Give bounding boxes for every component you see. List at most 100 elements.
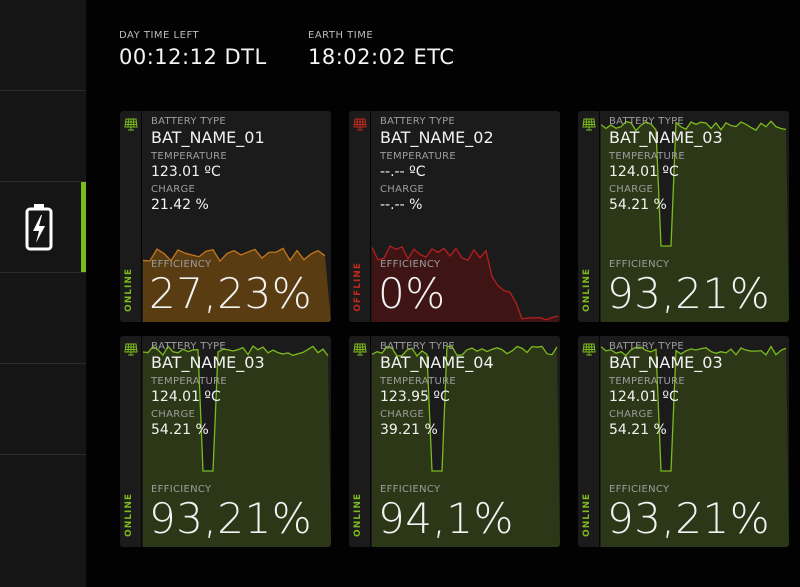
sidebar-item-5[interactable]	[0, 454, 86, 544]
efficiency-chart	[143, 345, 331, 547]
charge-label: CHARGE	[151, 184, 196, 195]
battery-name: BAT_NAME_03	[151, 353, 265, 372]
chart-line	[143, 345, 329, 472]
card-info: BATTERY TYPE BAT_NAME_03 TEMPERATURE 124…	[609, 341, 723, 442]
solar-panel-icon	[582, 343, 596, 356]
earth-time-label: EARTH TIME	[308, 30, 374, 41]
status-label: ONLINE	[582, 493, 592, 537]
card-info: BATTERY TYPE BAT_NAME_02 TEMPERATURE --.…	[380, 116, 494, 217]
temperature-value: 123.95 ºC	[380, 389, 450, 405]
status-strip: ONLINE	[578, 336, 600, 547]
status-strip: ONLINE	[120, 336, 142, 547]
chart-area	[601, 121, 789, 322]
status-label: ONLINE	[582, 268, 592, 312]
solar-panel-icon	[124, 343, 138, 356]
battery-name: BAT_NAME_03	[609, 128, 723, 147]
chart-area	[143, 346, 331, 547]
efficiency-chart	[372, 345, 560, 547]
card-info: BATTERY TYPE BAT_NAME_03 TEMPERATURE 124…	[609, 116, 723, 217]
battery-type-label: BATTERY TYPE	[609, 341, 685, 352]
charge-value: 39.21 %	[380, 422, 438, 438]
efficiency-label: EFFICIENCY	[609, 484, 670, 495]
chart-area	[372, 346, 560, 547]
sidebar-item-4[interactable]	[0, 363, 86, 453]
efficiency-value: 93,21%	[149, 494, 313, 543]
earth-time-value: 18:02:02 ETC	[308, 45, 455, 69]
temperature-label: TEMPERATURE	[380, 376, 457, 387]
solar-panel-icon	[124, 118, 138, 131]
earth-time-block: EARTH TIME 18:02:02 ETC	[308, 30, 455, 69]
sidebar	[0, 0, 86, 587]
chart-area	[372, 246, 560, 322]
day-time-label: DAY TIME LEFT	[119, 30, 200, 41]
efficiency-label: EFFICIENCY	[151, 484, 212, 495]
solar-panel-icon	[582, 118, 596, 131]
efficiency-chart	[601, 345, 789, 547]
status-strip: ONLINE	[578, 111, 600, 322]
sidebar-item-3[interactable]	[0, 272, 86, 362]
status-label: ONLINE	[353, 493, 363, 537]
card-info: BATTERY TYPE BAT_NAME_04 TEMPERATURE 123…	[380, 341, 494, 442]
efficiency-chart	[143, 247, 331, 322]
sidebar-item-battery[interactable]	[0, 181, 86, 272]
charge-label: CHARGE	[380, 184, 425, 195]
efficiency-chart	[601, 120, 789, 322]
chart-line	[372, 245, 559, 321]
battery-type-label: BATTERY TYPE	[380, 341, 456, 352]
status-label: OFFLINE	[353, 262, 363, 312]
battery-name: BAT_NAME_02	[380, 128, 494, 147]
charge-value: 54.21 %	[609, 422, 667, 438]
efficiency-label: EFFICIENCY	[609, 259, 670, 270]
battery-card[interactable]: ONLINE BATTERY TYPE BAT_NAME_03 TEMPERAT…	[578, 111, 789, 322]
battery-charging-icon	[25, 204, 53, 251]
charge-value: 54.21 %	[151, 422, 209, 438]
solar-panel-icon	[353, 118, 367, 131]
charge-label: CHARGE	[609, 184, 654, 195]
chart-line	[601, 120, 787, 247]
charge-value: --.-- %	[380, 197, 423, 213]
temperature-label: TEMPERATURE	[609, 151, 686, 162]
status-label: ONLINE	[124, 493, 134, 537]
status-strip: ONLINE	[349, 336, 371, 547]
card-info: BATTERY TYPE BAT_NAME_01 TEMPERATURE 123…	[151, 116, 265, 217]
status-strip: OFFLINE	[349, 111, 371, 322]
efficiency-label: EFFICIENCY	[151, 259, 212, 270]
charge-label: CHARGE	[151, 409, 196, 420]
battery-card[interactable]: ONLINE BATTERY TYPE BAT_NAME_03 TEMPERAT…	[578, 336, 789, 547]
efficiency-value: 94,1%	[378, 494, 514, 543]
battery-card[interactable]: ONLINE BATTERY TYPE BAT_NAME_03 TEMPERAT…	[120, 336, 331, 547]
charge-value: 54.21 %	[609, 197, 667, 213]
sidebar-item-1[interactable]	[0, 90, 86, 180]
chart-line	[143, 247, 326, 263]
efficiency-value: 27,23%	[149, 269, 313, 318]
battery-name: BAT_NAME_03	[609, 353, 723, 372]
status-label: ONLINE	[124, 268, 134, 312]
efficiency-label: EFFICIENCY	[380, 259, 441, 270]
temperature-value: 123.01 ºC	[151, 164, 221, 180]
battery-card[interactable]: ONLINE BATTERY TYPE BAT_NAME_01 TEMPERAT…	[120, 111, 331, 322]
temperature-value: 124.01 ºC	[609, 164, 679, 180]
battery-type-label: BATTERY TYPE	[151, 341, 227, 352]
battery-type-label: BATTERY TYPE	[609, 116, 685, 127]
chart-line	[601, 345, 787, 472]
chart-area	[601, 346, 789, 547]
temperature-label: TEMPERATURE	[151, 376, 228, 387]
day-time-value: 00:12:12 DTL	[119, 45, 267, 69]
efficiency-value: 93,21%	[607, 494, 771, 543]
efficiency-label: EFFICIENCY	[380, 484, 441, 495]
charge-label: CHARGE	[380, 409, 425, 420]
efficiency-value: 93,21%	[607, 269, 771, 318]
card-info: BATTERY TYPE BAT_NAME_03 TEMPERATURE 124…	[151, 341, 265, 442]
battery-card[interactable]: OFFLINE BATTERY TYPE BAT_NAME_02 TEMPERA…	[349, 111, 560, 322]
active-indicator	[81, 182, 86, 272]
temperature-label: TEMPERATURE	[151, 151, 228, 162]
efficiency-chart	[372, 245, 560, 322]
temperature-value: --.-- ºC	[380, 164, 426, 180]
battery-type-label: BATTERY TYPE	[151, 116, 227, 127]
temperature-value: 124.01 ºC	[609, 389, 679, 405]
temperature-label: TEMPERATURE	[609, 376, 686, 387]
status-strip: ONLINE	[120, 111, 142, 322]
temperature-value: 124.01 ºC	[151, 389, 221, 405]
charge-value: 21.42 %	[151, 197, 209, 213]
battery-card[interactable]: ONLINE BATTERY TYPE BAT_NAME_04 TEMPERAT…	[349, 336, 560, 547]
